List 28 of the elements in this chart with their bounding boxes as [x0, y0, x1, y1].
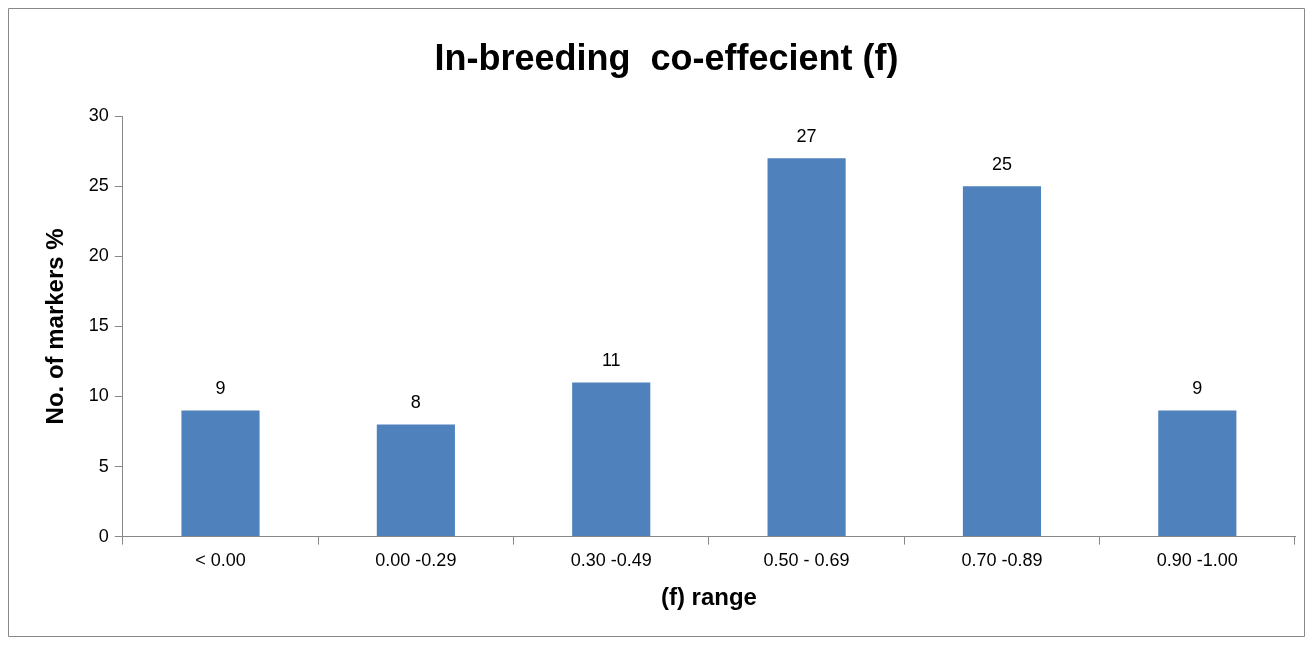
data-label: 11	[601, 350, 621, 371]
bar	[1158, 410, 1237, 537]
y-tick-label: 15	[88, 315, 109, 336]
bar	[181, 410, 260, 537]
x-tick-label: 0.30 -0.49	[570, 550, 652, 571]
x-axis-title: (f) range	[660, 583, 757, 611]
y-tick-label: 0	[98, 525, 109, 546]
y-tick-label: 5	[98, 455, 109, 476]
y-tick-label: 25	[88, 175, 109, 196]
x-tick-label: 0.90 -1.00	[1156, 550, 1238, 571]
bar	[376, 424, 455, 537]
x-tick-label: 0.00 -0.29	[375, 550, 457, 571]
y-axis-title: No. of markers %	[41, 228, 69, 425]
y-tick-label: 20	[88, 245, 109, 266]
bar	[962, 186, 1042, 537]
y-tick-label: 30	[88, 105, 109, 126]
chart-title: In-breeding co-effecient (f)	[434, 36, 899, 78]
data-label: 8	[410, 392, 421, 413]
y-tick-label: 10	[88, 385, 109, 406]
x-tick-label: 0.70 -0.89	[961, 550, 1043, 571]
data-label: 25	[991, 154, 1012, 175]
bar	[767, 158, 846, 537]
bar	[572, 382, 651, 537]
data-label: 9	[1192, 378, 1203, 399]
data-label: 9	[215, 378, 226, 399]
x-tick-label: < 0.00	[195, 550, 246, 571]
x-tick-label: 0.50 - 0.69	[763, 550, 850, 571]
data-label: 27	[796, 126, 817, 147]
